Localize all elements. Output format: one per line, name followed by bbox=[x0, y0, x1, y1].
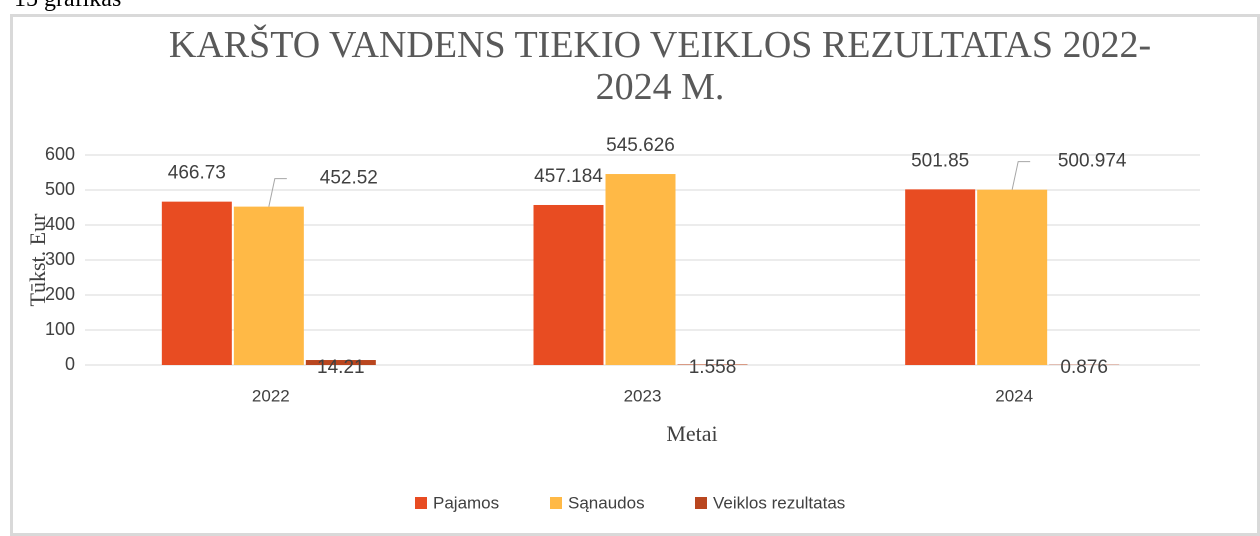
x-tick-label: 2022 bbox=[252, 386, 290, 405]
leader-line bbox=[268, 178, 287, 207]
chart-title: KARŠTO VANDENS TIEKIO VEIKLOS REZULTATAS… bbox=[168, 24, 1152, 108]
legend-label: Sąnaudos bbox=[568, 493, 645, 512]
bar bbox=[977, 189, 1048, 365]
y-axis-label: Tūkst. Eur bbox=[25, 213, 50, 307]
bar bbox=[677, 364, 748, 365]
legend-label: Veiklos rezultatas bbox=[713, 493, 845, 512]
x-tick-label: 2024 bbox=[995, 386, 1033, 405]
legend-swatch bbox=[550, 497, 562, 509]
data-label: 14.21 bbox=[317, 357, 365, 378]
y-tick-label: 100 bbox=[45, 319, 75, 339]
y-tick-label: 600 bbox=[45, 144, 75, 164]
data-label: 500.974 bbox=[1058, 151, 1127, 172]
y-tick-label: 0 bbox=[65, 354, 75, 374]
data-label: 545.626 bbox=[606, 135, 675, 156]
data-label: 457.184 bbox=[534, 166, 603, 187]
bar bbox=[605, 174, 676, 365]
y-tick-label: 400 bbox=[45, 214, 75, 234]
data-label: 0.876 bbox=[1060, 357, 1108, 378]
x-tick-label: 2023 bbox=[624, 386, 662, 405]
bar bbox=[905, 189, 976, 365]
caption: 15 grafikas bbox=[14, 0, 121, 13]
leader-line bbox=[1011, 161, 1031, 190]
x-axis-label: Metai bbox=[666, 421, 717, 446]
y-tick-label: 300 bbox=[45, 249, 75, 269]
bar bbox=[161, 201, 232, 365]
data-label: 1.558 bbox=[689, 357, 737, 378]
data-label: 501.85 bbox=[911, 150, 969, 171]
legend-swatch bbox=[415, 497, 427, 509]
legend-label: Pajamos bbox=[433, 493, 499, 512]
y-tick-label: 500 bbox=[45, 179, 75, 199]
bar bbox=[533, 204, 604, 365]
data-label: 466.73 bbox=[168, 163, 226, 184]
bar bbox=[233, 206, 304, 365]
bar bbox=[305, 360, 376, 365]
data-label: 452.52 bbox=[320, 168, 378, 189]
y-tick-label: 200 bbox=[45, 284, 75, 304]
legend-swatch bbox=[695, 497, 707, 509]
